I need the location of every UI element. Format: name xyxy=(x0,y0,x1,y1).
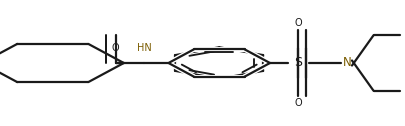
Text: HN: HN xyxy=(136,43,151,53)
Text: O: O xyxy=(294,18,301,28)
Text: O: O xyxy=(294,98,301,108)
Text: S: S xyxy=(294,56,302,70)
Text: N: N xyxy=(342,56,351,70)
Text: O: O xyxy=(112,43,119,53)
